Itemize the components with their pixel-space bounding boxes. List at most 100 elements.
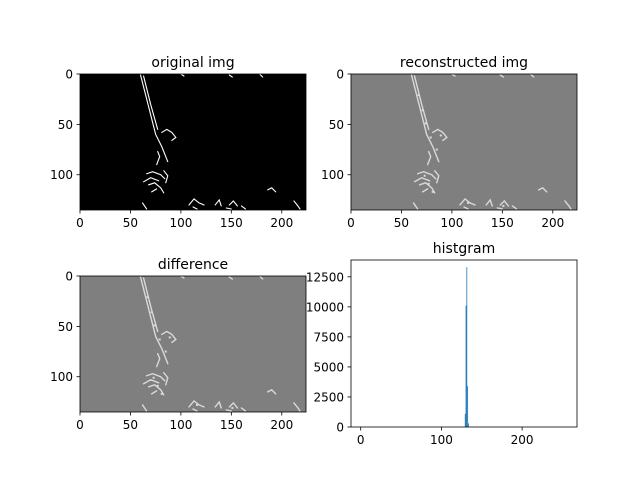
edge-stroke: [412, 75, 439, 162]
edge-speckle: [502, 204, 505, 207]
edge-stroke: [241, 206, 245, 209]
edge-speckle: [146, 296, 149, 299]
edge-stroke: [189, 199, 204, 205]
edge-stroke: [144, 76, 158, 129]
edge-stroke: [428, 152, 431, 165]
y-tick-label: 50: [329, 118, 344, 132]
edge-stroke: [215, 200, 221, 206]
edge-speckle: [231, 406, 234, 409]
edge-stroke: [268, 188, 276, 192]
y-tick-label: 0: [65, 270, 73, 284]
edge-stroke: [415, 76, 429, 129]
edge-stroke: [193, 409, 197, 411]
x-tick-label: 0: [76, 216, 84, 230]
edge-speckle: [427, 182, 430, 185]
edge-speckle: [156, 384, 159, 387]
reconstructed-title: reconstructed img: [400, 55, 528, 71]
edge-stroke: [497, 208, 502, 209]
edge-stroke: [229, 277, 232, 279]
difference-panel: difference 0 50 100 150 200 0 50 100: [50, 257, 307, 432]
edge-stroke: [460, 199, 475, 205]
y-tick-label: 2500: [313, 390, 344, 404]
edge-stroke: [215, 402, 221, 408]
edge-stroke: [152, 391, 157, 394]
edge-speckle: [423, 174, 426, 177]
x-tick-label: 200: [541, 216, 564, 230]
x-tick-label: 200: [270, 418, 293, 432]
edge-stroke: [162, 331, 176, 342]
edge-speckle: [435, 148, 438, 151]
histogram-bar: [468, 423, 469, 427]
x-tick-label: 50: [123, 216, 138, 230]
edge-speckle: [439, 134, 442, 137]
edge-stroke: [423, 189, 428, 192]
edge-stroke: [164, 373, 168, 385]
edge-stroke: [229, 403, 237, 408]
original-edges: [141, 74, 300, 209]
edge-speckle: [158, 338, 161, 341]
original-panel: original img 0 50 100 150 200 0 50 100: [50, 55, 307, 230]
y-tick-label: 100: [321, 168, 344, 182]
edge-stroke: [141, 75, 168, 162]
edge-stroke: [162, 129, 176, 140]
edge-stroke: [147, 172, 165, 179]
reconstructed-panel: reconstructed img 0 50 100 150 200 0 50 100: [321, 55, 578, 230]
y-tick-label: 100: [50, 168, 73, 182]
x-tick-label: 100: [169, 418, 192, 432]
x-tick-label: 100: [430, 433, 453, 447]
edge-stroke: [539, 188, 547, 192]
edge-speckle: [467, 201, 470, 204]
y-tick-label: 10000: [306, 300, 344, 314]
edge-stroke: [149, 385, 164, 395]
edge-speckle: [424, 122, 427, 125]
edge-stroke: [144, 380, 159, 384]
edge-speckle: [196, 403, 199, 406]
y-tick-label: 7500: [313, 330, 344, 344]
edge-stroke: [294, 403, 300, 411]
edge-speckle: [150, 311, 153, 314]
edge-stroke: [149, 183, 164, 193]
x-tick-label: 0: [347, 216, 355, 230]
histogram-plot-area: [351, 260, 577, 427]
histogram-axes-frame: [350, 259, 578, 428]
edge-speckle: [152, 376, 155, 379]
edge-stroke: [294, 201, 300, 209]
edge-stroke: [157, 152, 160, 165]
y-tick-label: 0: [65, 68, 73, 82]
histogram-title: histgram: [433, 241, 495, 257]
difference-title: difference: [158, 257, 228, 273]
difference-axes-frame: [79, 275, 307, 413]
edge-speckle: [164, 350, 167, 353]
x-tick-label: 100: [169, 216, 192, 230]
edge-stroke: [531, 74, 534, 77]
edge-stroke: [157, 354, 160, 367]
x-tick-label: 0: [76, 418, 84, 432]
reconstructed-edges: [412, 74, 571, 209]
edge-stroke: [268, 390, 276, 394]
edge-stroke: [144, 178, 159, 182]
edge-stroke: [147, 374, 165, 381]
edge-stroke: [500, 201, 508, 206]
edge-stroke: [500, 75, 503, 77]
reconstructed-image: [351, 74, 577, 210]
edge-stroke: [512, 206, 516, 209]
edge-stroke: [226, 208, 231, 209]
edge-stroke: [433, 129, 447, 140]
edge-stroke: [260, 276, 263, 279]
x-tick-label: 150: [491, 216, 514, 230]
edge-stroke: [141, 277, 168, 364]
edge-stroke: [152, 189, 157, 192]
edge-stroke: [418, 172, 436, 179]
edge-speckle: [429, 136, 432, 139]
edge-speckle: [160, 392, 163, 395]
edge-stroke: [414, 203, 418, 209]
x-tick-label: 50: [394, 216, 409, 230]
x-tick-label: 150: [220, 418, 243, 432]
edge-stroke: [164, 171, 168, 183]
original-image: [80, 74, 306, 210]
histogram-panel: histgram 0 100 200 0 2500 5000 7500 10000 12500: [306, 241, 578, 447]
difference-image: [80, 276, 306, 412]
histogram-bar: [466, 267, 468, 427]
reconstructed-axes-frame: [350, 73, 578, 211]
